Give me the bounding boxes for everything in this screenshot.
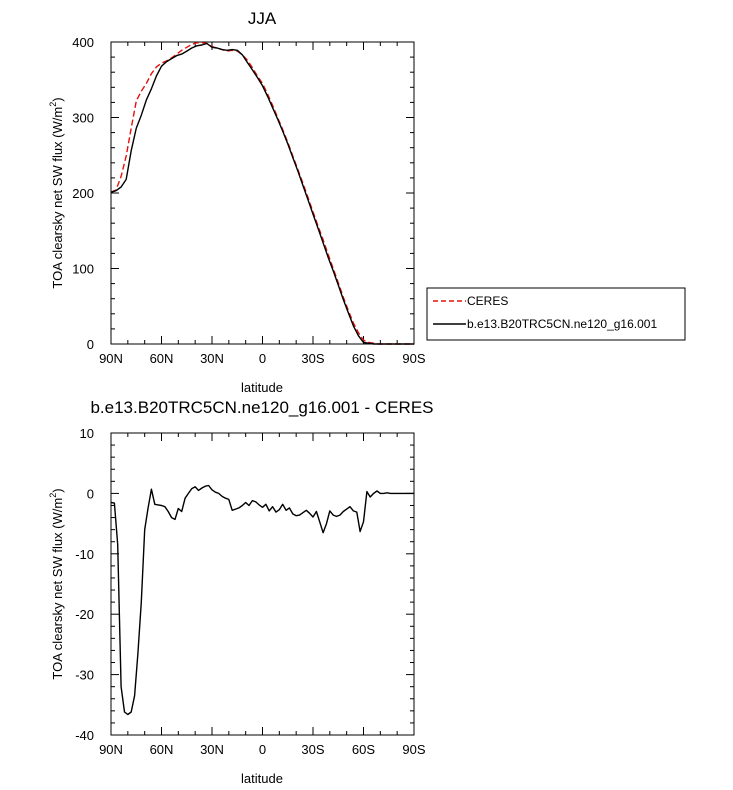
panel-bottom-y-axis-label-close: ) [50, 488, 65, 492]
panel-top-y-tick-label: 0 [87, 337, 94, 352]
panel-top-y-axis-label: TOA clearsky net SW flux (W/m2) [48, 97, 65, 288]
panel-bottom-x-tick-label: 60N [150, 742, 174, 757]
panel-bottom-tick-labels: 90N 60N 30N 0 30S 60S 90S -40 -30 -20 -10 0 10 [75, 426, 426, 757]
panel-top-x-tick-label: 0 [259, 351, 266, 366]
panel-top-series-line-0 [110, 42, 414, 345]
legend-label-model: b.e13.B20TRC5CN.ne120_g16.001 [467, 317, 657, 331]
panel-bottom-x-tick-label: 30N [200, 742, 224, 757]
panel-bottom: b.e13.B20TRC5CN.ne120_g16.001 - CERES 90… [48, 398, 434, 786]
panel-top-x-tick-label: 90N [99, 351, 123, 366]
panel-bottom-y-tick-label: -20 [75, 607, 94, 622]
panel-bottom-y-tick-label: -10 [75, 547, 94, 562]
legend-box [426, 287, 686, 341]
panel-bottom-ticks [110, 432, 415, 736]
panel-top-series [110, 42, 414, 345]
panel-top: JJA 90N 60N 30N 0 30S 60S 90S 0 100 200 300 400 lat… [48, 9, 686, 395]
panel-top-x-tick-label: 90S [402, 351, 425, 366]
panel-bottom-y-axis-label-main: TOA clearsky net SW flux (W/m [50, 498, 65, 680]
panel-top-y-axis-label-sup: 2 [48, 102, 58, 107]
panel-bottom-title: b.e13.B20TRC5CN.ne120_g16.001 - CERES [90, 398, 433, 417]
panel-top-y-tick-label: 300 [72, 111, 94, 126]
panel-top-y-tick-label: 200 [72, 186, 94, 201]
panel-top-x-tick-label: 30S [301, 351, 324, 366]
panel-bottom-plot-frame [110, 432, 415, 736]
panel-top-title: JJA [248, 9, 277, 28]
panel-bottom-y-axis-label: TOA clearsky net SW flux (W/m2) [48, 488, 65, 679]
panel-bottom-y-tick-label: 10 [80, 426, 94, 441]
legend: CERES b.e13.B20TRC5CN.ne120_g16.001 [426, 287, 686, 341]
panel-bottom-y-tick-label: 0 [87, 486, 94, 501]
panel-bottom-x-tick-label: 90N [99, 742, 123, 757]
panel-bottom-y-tick-label: -40 [75, 728, 94, 743]
panel-top-x-axis-label: latitude [241, 380, 283, 395]
panel-bottom-x-tick-label: 60S [352, 742, 375, 757]
panel-top-y-tick-label: 100 [72, 262, 94, 277]
panel-top-x-tick-label: 60S [352, 351, 375, 366]
panel-bottom-x-tick-label: 30S [301, 742, 324, 757]
panel-top-y-tick-label: 400 [72, 35, 94, 50]
panel-top-x-tick-label: 30N [200, 351, 224, 366]
panel-bottom-x-tick-label: 90S [402, 742, 425, 757]
panel-bottom-y-axis-label-sup: 2 [48, 493, 58, 498]
panel-bottom-series [110, 484, 414, 716]
panel-bottom-y-tick-label: -30 [75, 668, 94, 683]
legend-label-ceres: CERES [467, 294, 508, 308]
panel-bottom-x-tick-label: 0 [259, 742, 266, 757]
panel-top-y-axis-label-close: ) [50, 97, 65, 101]
panel-bottom-series-line-0 [110, 484, 414, 716]
panel-top-y-axis-label-main: TOA clearsky net SW flux (W/m [50, 107, 65, 289]
panel-top-x-tick-label: 60N [150, 351, 174, 366]
panel-top-tick-labels: 90N 60N 30N 0 30S 60S 90S 0 100 200 300 400 [72, 35, 426, 366]
panel-bottom-x-axis-label: latitude [241, 771, 283, 786]
panel-top-series-line-1 [110, 42, 414, 345]
